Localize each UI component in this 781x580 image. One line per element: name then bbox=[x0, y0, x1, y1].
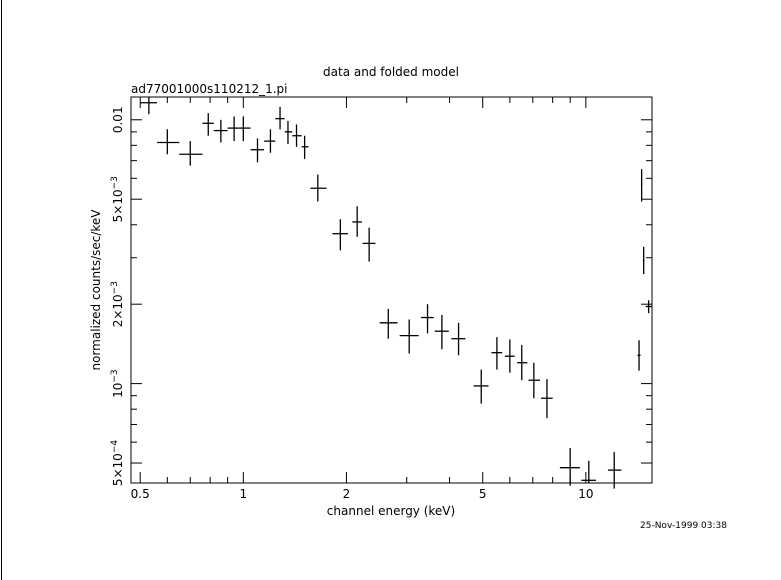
x-tick-label: 1 bbox=[239, 487, 247, 501]
data-point bbox=[528, 362, 541, 399]
data-point bbox=[379, 308, 398, 339]
x-tick-labels: 0.5 1 2 5 10 bbox=[131, 487, 594, 501]
data-point bbox=[581, 460, 596, 483]
data-point bbox=[310, 174, 327, 202]
data-point bbox=[140, 97, 158, 115]
data-point bbox=[451, 322, 466, 356]
data-point bbox=[275, 106, 285, 130]
x-tick-label: 10 bbox=[578, 487, 593, 501]
timestamp: 25-Nov-1999 03:38 bbox=[640, 521, 727, 531]
data-point bbox=[362, 227, 376, 262]
data-point bbox=[473, 369, 489, 404]
data-point bbox=[504, 339, 515, 373]
y-tick-label: 5×10−4 bbox=[110, 440, 125, 487]
data-point bbox=[179, 141, 203, 166]
y-tick-label: 2×10−3 bbox=[110, 281, 125, 327]
y-tick-label: 10−3 bbox=[110, 369, 125, 398]
data-point bbox=[352, 206, 362, 237]
data-point bbox=[250, 138, 265, 163]
x-tick-label: 0.5 bbox=[131, 487, 150, 501]
data-point bbox=[213, 119, 228, 143]
chart-subtitle: ad77001000s110212_1.pi bbox=[131, 82, 288, 96]
y-axis-label: normalized counts/sec/keV bbox=[89, 209, 103, 371]
data-point bbox=[284, 120, 293, 144]
data-point bbox=[301, 135, 309, 160]
axis-ticks bbox=[131, 97, 652, 483]
data-point bbox=[292, 124, 302, 147]
y-tick-label: 0.01 bbox=[111, 106, 125, 133]
data-point bbox=[645, 300, 652, 314]
data-point bbox=[264, 129, 276, 153]
data-point bbox=[637, 340, 641, 371]
data-point bbox=[399, 319, 419, 354]
data-point bbox=[202, 113, 214, 136]
y-tick-label: 5×10−3 bbox=[110, 176, 125, 222]
x-tick-label: 2 bbox=[343, 487, 351, 501]
x-tick-label: 5 bbox=[479, 487, 487, 501]
data-point bbox=[434, 314, 449, 350]
data-point bbox=[238, 116, 251, 142]
data-point bbox=[420, 304, 434, 334]
data-point bbox=[227, 116, 239, 142]
data-points bbox=[140, 97, 652, 489]
data-point bbox=[642, 246, 645, 275]
data-point bbox=[640, 169, 643, 202]
x-axis-label: channel energy (keV) bbox=[327, 504, 455, 518]
plot-area bbox=[130, 96, 653, 484]
chart-title: data and folded model bbox=[323, 65, 459, 79]
data-point bbox=[541, 379, 553, 419]
data-point bbox=[559, 448, 580, 486]
data-point bbox=[607, 452, 622, 489]
y-tick-labels: 0.01 5×10−3 2×10−3 10−3 5×10−4 bbox=[110, 106, 125, 486]
data-point bbox=[157, 129, 180, 155]
data-point bbox=[491, 337, 503, 370]
data-point bbox=[332, 219, 348, 251]
data-point bbox=[517, 345, 528, 381]
